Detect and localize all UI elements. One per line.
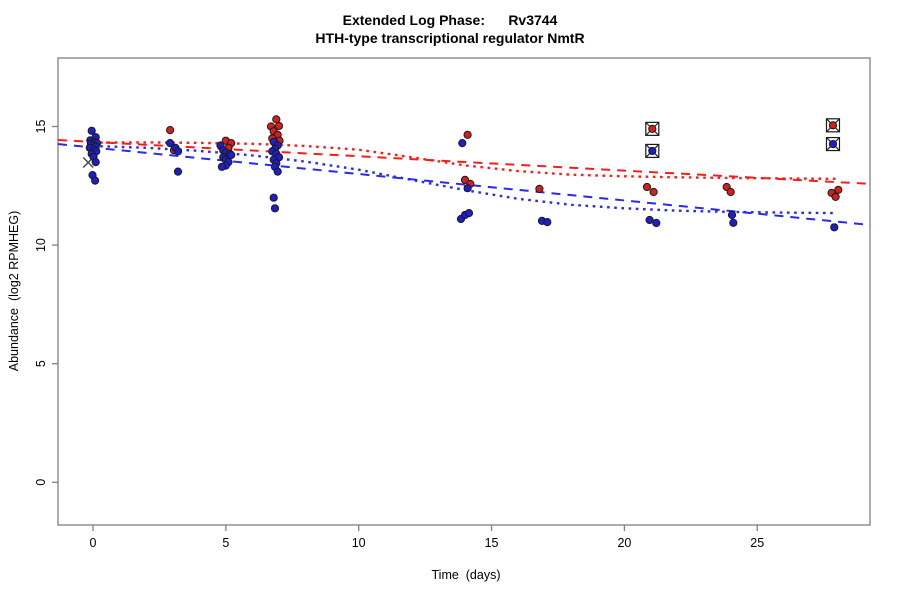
red-condition-point (460, 175, 470, 184)
blue-condition-point (269, 193, 278, 202)
blue-condition-point (464, 209, 474, 218)
y-tick-label: 5 (34, 360, 48, 367)
blue-condition-point (727, 210, 737, 220)
blue-condition-flagged-point (648, 146, 657, 156)
blue-condition-point (463, 184, 472, 193)
blue-condition-point (166, 139, 175, 148)
red-condition-point (834, 185, 843, 194)
flagged-square-icon (645, 121, 660, 136)
red-condition-point (535, 184, 544, 193)
blue-condition-point (645, 215, 654, 225)
red-condition-point (642, 182, 652, 192)
blue-condition-point (273, 167, 282, 176)
x-tick-label: 15 (485, 536, 499, 550)
blue-condition-point (173, 167, 183, 176)
x-tick-label: 25 (750, 536, 764, 550)
chart-title: Extended Log Phase: Rv3744 (342, 12, 558, 28)
flagged-square-icon (825, 118, 841, 133)
x-tick-label: 20 (617, 536, 631, 550)
red-linear-fit-line (57, 139, 871, 185)
blue-linear-fit-line (57, 143, 871, 226)
blue-condition-point (652, 218, 661, 228)
red-condition-point (831, 192, 840, 201)
blue-condition-point (91, 176, 100, 185)
x-tick-label: 0 (90, 536, 97, 550)
x-axis-label: Time (days) (431, 568, 501, 582)
blue-condition-point (91, 158, 100, 167)
blue-condition-point (729, 218, 738, 227)
flagged-square-icon (825, 136, 841, 152)
blue-condition-flagged-point (828, 139, 838, 149)
y-axis-label: Abundance (log2 RPMHEG) (7, 210, 21, 372)
blue-condition-point (173, 147, 183, 156)
y-tick-label: 10 (34, 238, 48, 252)
blue-condition-point (87, 126, 96, 135)
red-condition-flagged-point (648, 124, 657, 133)
chart-subtitle: HTH-type transcriptional regulator NmtR (315, 30, 585, 46)
red-condition-point (649, 187, 658, 197)
blue-condition-point (543, 218, 552, 227)
red-condition-point (726, 187, 735, 197)
flagged-square-icon (645, 143, 660, 159)
x-tick-label: 10 (352, 536, 366, 550)
red-condition-point (463, 130, 472, 139)
blue-condition-point (458, 139, 467, 148)
y-tick-label: 0 (34, 479, 48, 486)
blue-condition-point (270, 204, 280, 213)
x-tick-label: 5 (222, 536, 229, 550)
red-condition-point (274, 121, 284, 131)
blue-condition-point (830, 223, 839, 232)
blue-condition-point (227, 150, 236, 160)
red-condition-point (166, 126, 175, 135)
red-condition-flagged-point (828, 121, 838, 130)
y-tick-label: 15 (34, 120, 48, 134)
blue-condition-point (217, 162, 226, 171)
plot-border (57, 57, 871, 526)
red-loess-fit-curve (92, 141, 838, 181)
